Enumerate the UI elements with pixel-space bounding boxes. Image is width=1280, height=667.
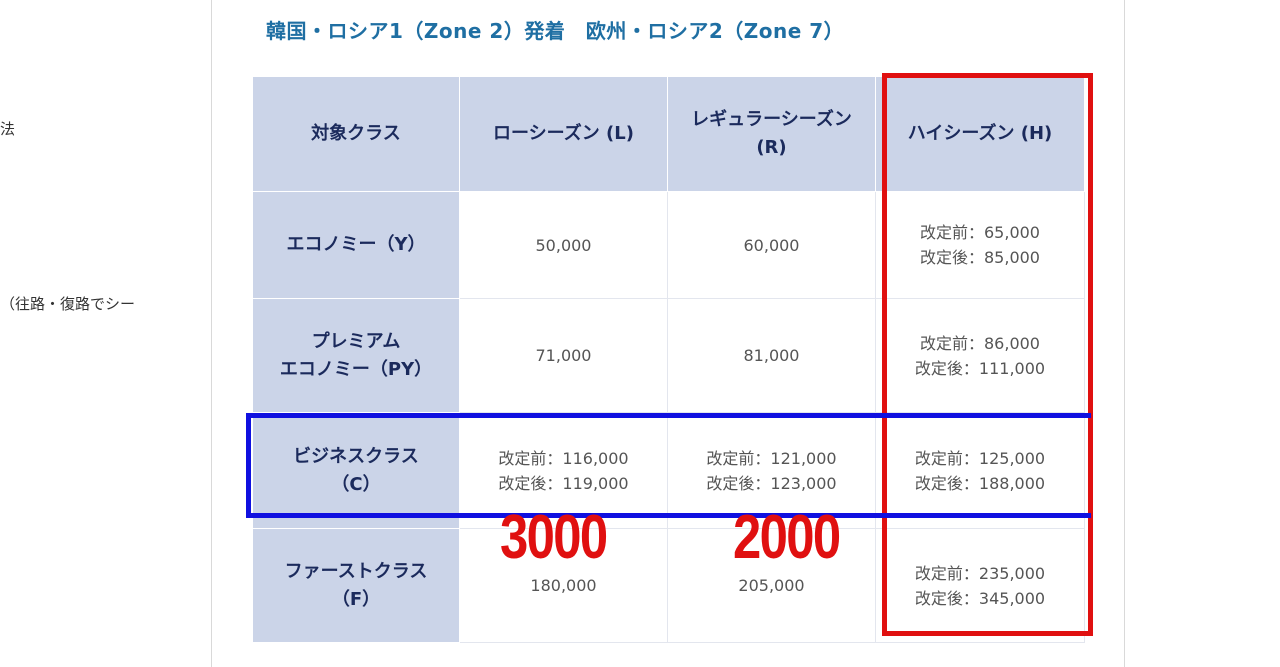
low-season-cell: 180,000 [459, 528, 668, 643]
regular-season-cell: 81,000 [667, 298, 876, 413]
fare-value: 205,000 [738, 576, 805, 595]
regular-season-diff-annotation: 2000 [733, 503, 841, 572]
content-right-border [1124, 0, 1125, 667]
fare-before: 改定前：121,000 [706, 448, 837, 468]
fare-after: 改定後：345,000 [914, 588, 1046, 608]
high-season-cell: 改定前：235,000 改定後：345,000 [875, 528, 1085, 643]
content-left-border [211, 0, 212, 667]
class-cell: ビジネスクラス （C） [252, 412, 460, 529]
low-season-cell: 改定前：116,000 改定後：119,000 [459, 412, 668, 529]
header-regular-line1: レギュラーシーズン [691, 109, 852, 130]
high-season-cell: 改定前：86,000 改定後：111,000 [875, 298, 1085, 413]
low-season-cell: 71,000 [459, 298, 668, 413]
sidebar-fragment-1: 法 [0, 120, 16, 138]
class-label: ビジネスクラス [293, 445, 419, 467]
fare-value: 180,000 [530, 576, 597, 595]
fare-after: 改定後：85,000 [920, 248, 1040, 267]
high-season-cell: 改定前：65,000 改定後：85,000 [875, 191, 1085, 299]
fare-before: 改定前：65,000 [920, 223, 1040, 242]
header-low-season: ローシーズン (L) [459, 76, 668, 192]
table-row: エコノミー（Y） 50,000 60,000 改定前：65,000 改定後：85… [252, 191, 1085, 299]
fare-before: 改定前：86,000 [920, 333, 1040, 353]
header-high-season: ハイシーズン (H) [875, 76, 1085, 192]
fare-before: 改定前：235,000 [914, 563, 1046, 583]
header-class: 対象クラス [252, 76, 460, 192]
class-label: プレミアム [311, 330, 401, 352]
fare-value: 50,000 [535, 235, 592, 255]
regular-season-cell: 改定前：121,000 改定後：123,000 [667, 412, 876, 529]
fare-before: 改定前：125,000 [914, 448, 1046, 468]
fare-before: 改定前：116,000 [498, 448, 629, 468]
class-label: ファーストクラス [284, 560, 428, 582]
fare-after: 改定後：119,000 [498, 473, 629, 493]
class-cell: ファーストクラス （F） [252, 528, 460, 643]
class-label-sub: （F） [331, 588, 381, 610]
low-season-cell: 50,000 [459, 191, 668, 299]
high-season-highlight-box [882, 73, 1093, 636]
table-row: ビジネスクラス （C） 改定前：116,000 改定後：119,000 改定前：… [252, 412, 1085, 529]
class-label: エコノミー（Y） [286, 234, 426, 255]
header-regular-line2: (R) [756, 137, 787, 158]
business-class-highlight-box [246, 413, 1091, 518]
regular-season-cell: 60,000 [667, 191, 876, 299]
fare-after: 改定後：188,000 [914, 473, 1046, 493]
class-label-sub: （C） [331, 473, 381, 495]
table-header-row: 対象クラス ローシーズン (L) レギュラーシーズン (R) ハイシーズン (H… [252, 76, 1085, 192]
section-heading: 韓国・ロシア1（Zone 2）発着 欧州・ロシア2（Zone 7） [266, 19, 845, 43]
header-regular-season: レギュラーシーズン (R) [667, 76, 876, 192]
regular-season-cell: 205,000 [667, 528, 876, 643]
fare-value: 71,000 [535, 346, 592, 365]
fare-table: 対象クラス ローシーズン (L) レギュラーシーズン (R) ハイシーズン (H… [252, 76, 1085, 643]
class-cell: エコノミー（Y） [252, 191, 460, 299]
table-row: ファーストクラス （F） 180,000 205,000 改定前：235,000… [252, 528, 1085, 643]
high-season-cell: 改定前：125,000 改定後：188,000 [875, 412, 1085, 529]
class-cell: プレミアム エコノミー（PY） [252, 298, 460, 413]
fare-after: 改定後：123,000 [706, 473, 837, 493]
table-row: プレミアム エコノミー（PY） 71,000 81,000 改定前：86,000… [252, 298, 1085, 413]
low-season-diff-annotation: 3000 [500, 503, 608, 572]
fare-value: 81,000 [743, 346, 800, 365]
class-label-sub: エコノミー（PY） [279, 358, 433, 380]
sidebar-fragment-2: （往路・復路でシー [0, 295, 136, 313]
fare-value: 60,000 [743, 235, 800, 255]
fare-after: 改定後：111,000 [914, 358, 1046, 378]
